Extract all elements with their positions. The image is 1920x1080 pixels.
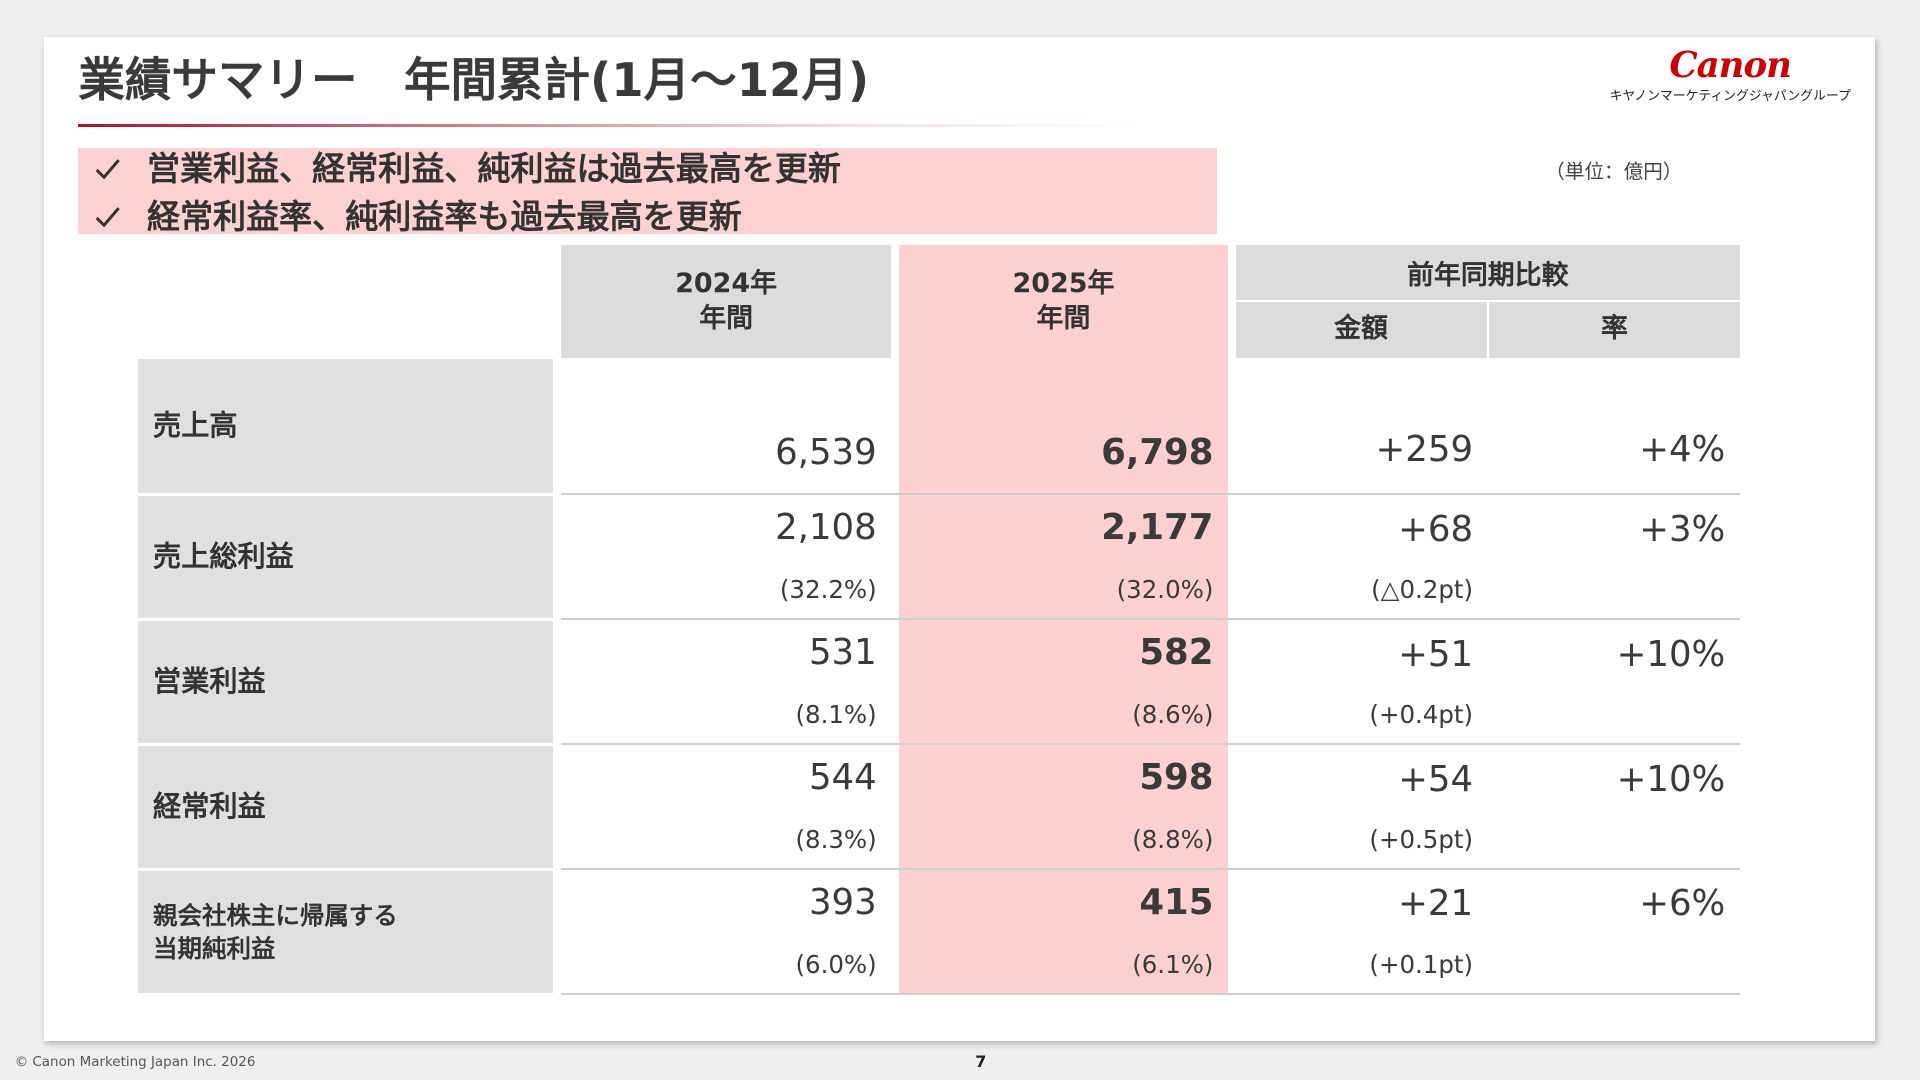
comparison-rate: 率: [1601, 313, 1628, 345]
header-cell: [1235, 244, 1740, 300]
header-cell: [1488, 302, 1740, 358]
row-separator: [560, 993, 1740, 995]
row-label: 経常利益: [153, 789, 266, 823]
value: +10%: [1616, 633, 1726, 675]
highlight-box: [78, 148, 1218, 234]
ratio: (8.1%): [795, 699, 877, 729]
row-label: 売上総利益: [153, 540, 294, 574]
comparison-title: 前年同期比較: [1406, 260, 1569, 292]
ratio: (△0.2pt): [1371, 574, 1474, 604]
row-label-cell: [138, 495, 554, 619]
column-year: 2024年: [675, 267, 778, 299]
page-number: 7: [975, 1051, 987, 1071]
ratio: (+0.4pt): [1369, 699, 1474, 729]
row-label-cell: [138, 745, 554, 869]
title: 業績サマリー 年間累計(1月～12月): [78, 53, 870, 108]
value: +68: [1398, 508, 1474, 550]
check: [95, 207, 120, 228]
value: 415: [1139, 882, 1214, 924]
ratio: (8.6%): [1132, 699, 1214, 729]
value: 531: [808, 632, 877, 674]
column-period: 年間: [699, 303, 754, 335]
value: 2,108: [775, 507, 877, 549]
check-icon: [93, 154, 122, 183]
value: +51: [1398, 633, 1474, 675]
value: +259: [1375, 429, 1474, 471]
value: +10%: [1616, 758, 1726, 800]
value: 6,539: [775, 431, 877, 473]
value: +6%: [1639, 883, 1726, 925]
value: 393: [808, 882, 877, 924]
copyright: © Canon Marketing Japan Inc. 2026: [14, 1055, 256, 1071]
row-separator: [560, 493, 1740, 496]
title-underline: [78, 123, 1144, 128]
logo: Canon: [1669, 45, 1792, 87]
check: [95, 159, 120, 180]
column-year: 2025年: [1012, 267, 1115, 299]
header-cell: [1235, 302, 1487, 358]
value: +3%: [1639, 508, 1726, 550]
value: 544: [808, 757, 877, 799]
value: +21: [1398, 883, 1474, 925]
ratio: (8.3%): [795, 824, 877, 854]
row-separator: [560, 743, 1740, 746]
value: 582: [1139, 632, 1214, 674]
row-label: 営業利益: [153, 665, 266, 699]
ratio: (+0.5pt): [1369, 824, 1474, 854]
logo-subtitle: キヤノンマーケティングジャパングループ: [1609, 88, 1851, 104]
ratio: (8.8%): [1132, 824, 1214, 854]
ratio: (32.0%): [1116, 574, 1214, 604]
ratio: (32.2%): [779, 574, 877, 604]
row-label-cell: [138, 358, 554, 494]
unit-label: （単位：億円）: [1545, 159, 1683, 183]
highlight-text: 経常利益率、純利益率も過去最高を更新: [146, 196, 742, 236]
ratio: (6.0%): [795, 949, 877, 979]
row-label: 売上高: [153, 409, 238, 443]
highlight-text: 営業利益、経常利益、純利益は過去最高を更新: [146, 148, 841, 188]
row-label: 親会社株主に帰属する 当期純利益: [153, 900, 398, 963]
header-cell: [560, 244, 892, 358]
column-period: 年間: [1036, 303, 1091, 335]
check-icon: [93, 202, 122, 231]
ratio: (+0.1pt): [1369, 949, 1474, 979]
row-label-cell: [138, 870, 554, 994]
value: 598: [1139, 757, 1214, 799]
value: +4%: [1639, 429, 1726, 471]
value: 6,798: [1101, 431, 1214, 473]
value: +54: [1398, 758, 1474, 800]
comparison-amount: 金額: [1334, 313, 1388, 345]
row-separator: [560, 868, 1740, 870]
ratio: (6.1%): [1132, 949, 1214, 979]
row-label-cell: [138, 620, 554, 744]
value: 2,177: [1101, 507, 1214, 549]
row-separator: [560, 618, 1740, 621]
